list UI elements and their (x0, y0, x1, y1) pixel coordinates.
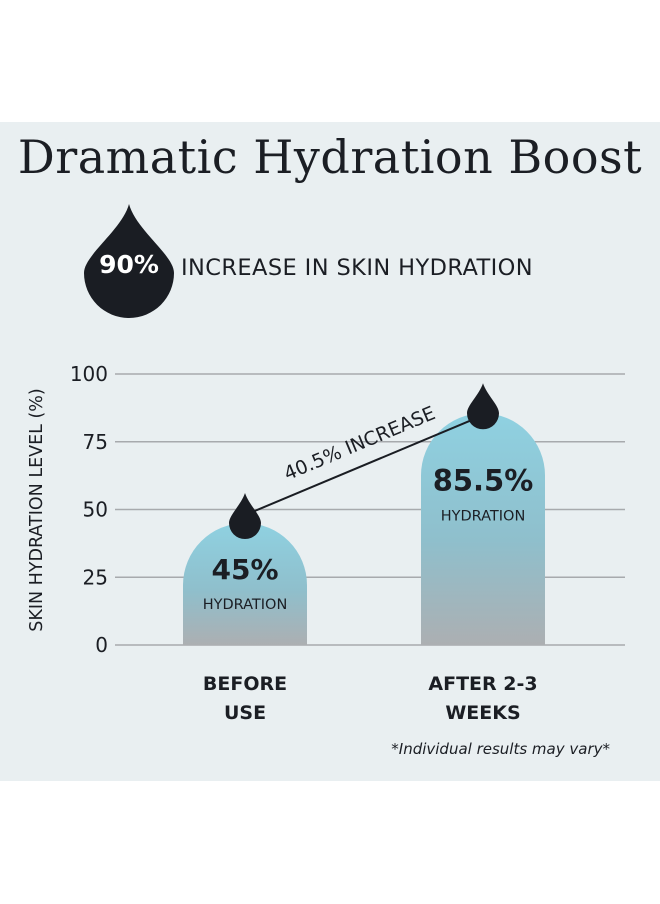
bar-value-label: 45% (211, 553, 278, 586)
x-category-label: BEFORE (203, 673, 287, 695)
y-tick-label: 100 (70, 362, 108, 386)
bar-sub-label: HYDRATION (441, 508, 526, 524)
bar-1 (420, 413, 545, 645)
connector-line (244, 414, 484, 516)
bar-value-label: 85.5% (433, 463, 534, 497)
y-axis-label: SKIN HYDRATION LEVEL (%) (27, 388, 47, 632)
y-tick-label: 0 (95, 633, 108, 657)
background-panel (0, 122, 660, 781)
bar-0 (183, 523, 307, 645)
page-title: Dramatic Hydration Boost (17, 130, 643, 184)
y-tick-label: 25 (83, 565, 108, 589)
drop-marker-icon (229, 493, 261, 540)
x-category-label: USE (224, 702, 266, 724)
y-tick-label: 75 (83, 430, 108, 454)
footnote: *Individual results may vary* (391, 740, 610, 758)
badge-drop-icon (84, 204, 174, 318)
badge-headline: INCREASE IN SKIN HYDRATION (181, 255, 534, 281)
x-category-label: WEEKS (445, 702, 520, 724)
drop-marker-icon (467, 383, 499, 430)
x-category-label: AFTER 2-3 (428, 673, 537, 695)
bar-sub-label: HYDRATION (203, 597, 288, 613)
badge-percentage: 90% (99, 250, 159, 279)
y-tick-label: 50 (83, 498, 108, 522)
